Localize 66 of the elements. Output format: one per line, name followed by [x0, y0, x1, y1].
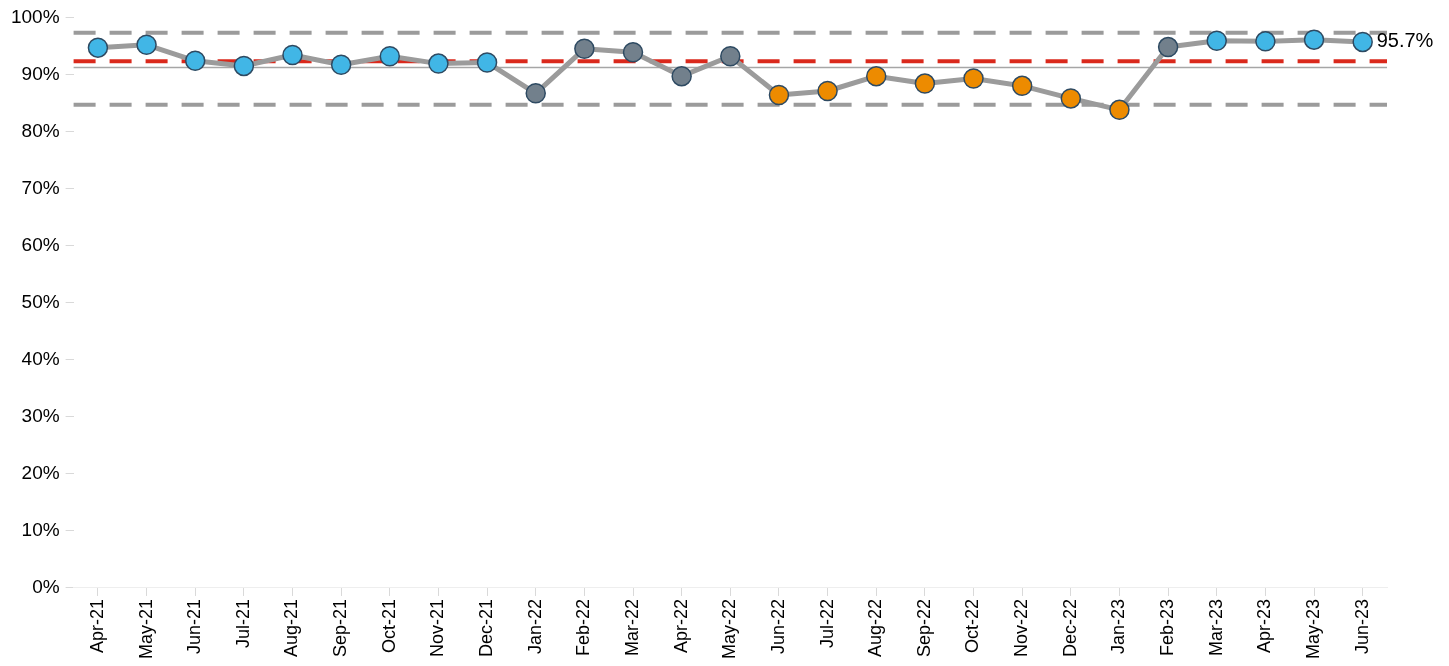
x-tick-label: Aug-21 — [281, 598, 302, 658]
point — [87, 37, 109, 58]
x-tick-label: Jul-22 — [816, 598, 837, 649]
x-tick-label: Dec-22 — [1059, 598, 1080, 658]
y-tick-label: 90% — [21, 62, 60, 84]
x-tick-label: Oct-22 — [962, 598, 983, 654]
point — [914, 73, 936, 94]
point — [1011, 75, 1033, 97]
data-label: 95.7% — [1376, 29, 1434, 52]
point — [865, 65, 887, 87]
x-tick-label: Nov-22 — [1011, 598, 1032, 658]
point — [574, 38, 595, 60]
point — [1060, 88, 1082, 109]
point — [622, 41, 644, 63]
x-tick-label: Apr-22 — [670, 598, 691, 654]
point — [525, 83, 546, 104]
x-tick-label: Jun-23 — [1351, 598, 1372, 655]
x-tick-label: Feb-23 — [1157, 598, 1178, 657]
x-tick-label: Apr-21 — [86, 598, 107, 654]
point — [1206, 30, 1227, 52]
point — [136, 34, 157, 56]
point — [1255, 31, 1276, 52]
point — [671, 65, 692, 87]
x-tick-label: Mar-22 — [621, 598, 642, 656]
point — [1352, 31, 1373, 53]
point — [282, 44, 303, 66]
x-tick-label: May-23 — [1303, 598, 1323, 660]
x-tick-label: Dec-21 — [476, 598, 497, 658]
point — [476, 52, 498, 73]
x-tick-label: Feb-22 — [573, 598, 594, 657]
y-tick-label: 80% — [21, 119, 60, 141]
point — [720, 45, 741, 67]
y-tick-label: 0% — [32, 576, 60, 598]
point — [233, 55, 255, 77]
x-tick-label: Jan-23 — [1108, 598, 1129, 655]
x-tick-label: Mar-23 — [1205, 598, 1226, 656]
point — [963, 68, 984, 89]
x-tick-label: Sep-22 — [913, 598, 934, 658]
y-tick-label: 60% — [21, 233, 60, 255]
point — [330, 54, 352, 76]
x-tick-label: Sep-21 — [330, 598, 351, 658]
point — [428, 53, 449, 74]
x-tick-label: Jun-22 — [767, 598, 788, 655]
x-tick-label: Nov-21 — [427, 598, 448, 658]
point — [817, 80, 838, 102]
y-tick-label: 10% — [21, 519, 60, 541]
y-tick-label: 20% — [21, 462, 60, 484]
y-tick-label: 100% — [10, 5, 60, 27]
point — [1303, 29, 1325, 50]
y-tick-label: 70% — [21, 176, 60, 198]
x-tick-label: Aug-22 — [865, 598, 886, 658]
x-tick-label: Apr-23 — [1254, 598, 1275, 654]
x-tick-label: Jan-22 — [524, 598, 545, 655]
x-tick-label: Jun-21 — [184, 598, 205, 655]
point — [1157, 36, 1179, 58]
y-tick-label: 30% — [21, 405, 60, 427]
point — [768, 84, 790, 106]
point — [184, 50, 206, 72]
point — [1109, 99, 1130, 121]
x-tick-label: May-22 — [719, 598, 740, 660]
x-tick-label: Oct-21 — [378, 598, 399, 654]
y-tick-label: 50% — [21, 290, 60, 312]
x-tick-label: May-21 — [135, 598, 156, 660]
point — [379, 45, 401, 67]
y-tick-label: 40% — [21, 347, 60, 369]
x-tick-label: Jul-21 — [232, 598, 253, 649]
